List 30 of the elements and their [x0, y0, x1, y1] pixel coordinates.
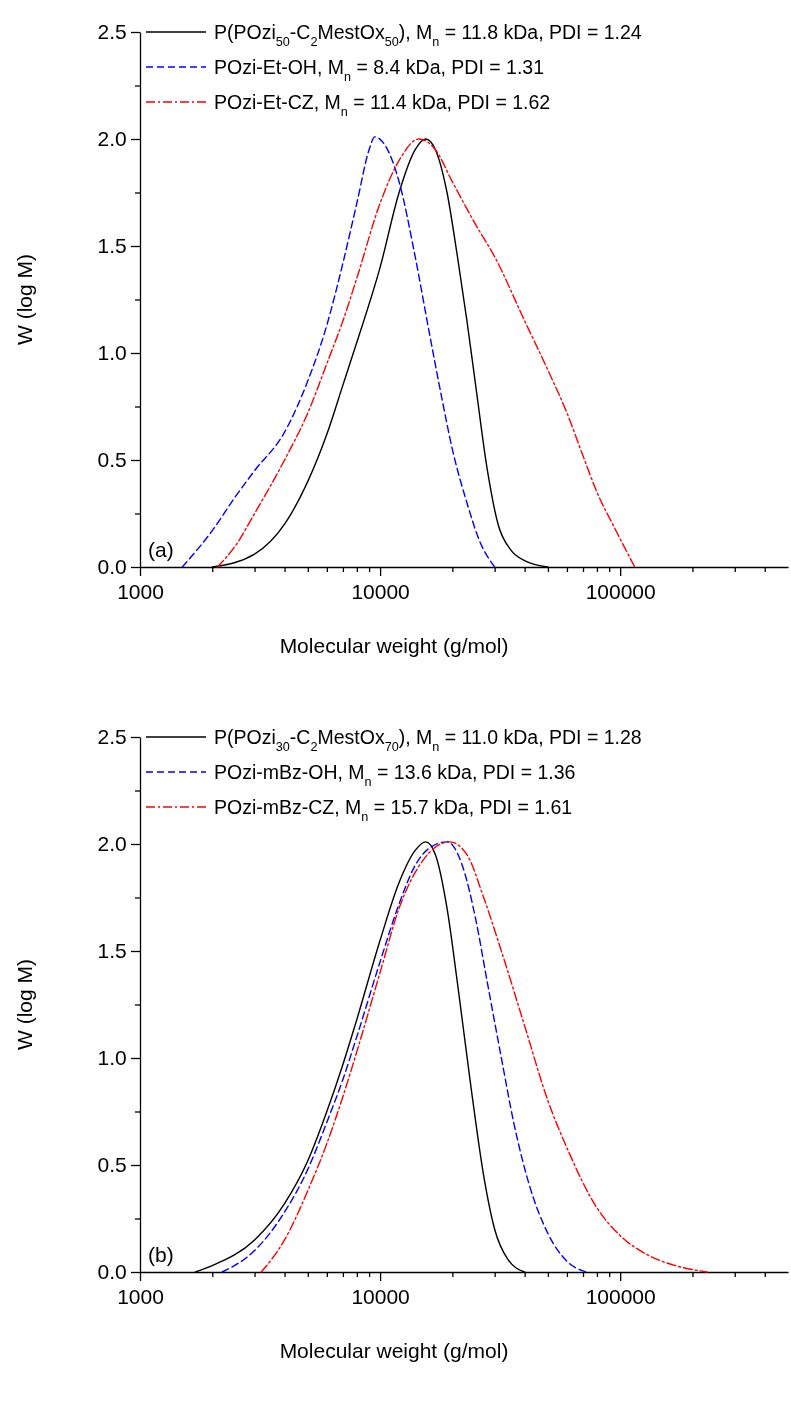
legend-label: POzi-mBz-CZ, M$_{n}$ = 15.7 kDa, PDI = 1.61: [214, 796, 573, 824]
y-tick-label: 1.0: [97, 1046, 127, 1070]
x-tick-label: 1000: [117, 580, 164, 604]
text: P(POzi$_{50}$-C$_{2}$MestOx$_{50}$), M$_{n}$ = 11.8 kDa, PDI = 1.24: [214, 21, 642, 49]
x-tick-label: 100000: [585, 1285, 656, 1309]
annotation: (b): [148, 1243, 174, 1266]
x-tick-label: 10000: [351, 580, 410, 604]
y-tick-label: 0.5: [97, 448, 127, 472]
y-tick-label: 0.0: [97, 555, 127, 579]
y-tick-label: 1.0: [97, 341, 127, 365]
y-tick-label: 2.0: [97, 127, 127, 151]
legend-label: POzi-Et-OH, M$_{n}$ = 8.4 kDa, PDI = 1.31: [214, 56, 544, 84]
annotation: (a): [148, 538, 174, 561]
x-tick-label: 100000: [585, 580, 656, 604]
legend-label: POzi-mBz-OH, M$_{n}$ = 13.6 kDa, PDI = 1.36: [214, 761, 576, 789]
y-tick-label: 0.0: [97, 1260, 127, 1284]
x-axis-title: Molecular weight (g/mol): [279, 634, 509, 657]
y-tick-label: 1.5: [97, 939, 127, 963]
legend-label: POzi-Et-CZ, M$_{n}$ = 11.4 kDa, PDI = 1.62: [214, 91, 551, 119]
x-tick-label: 10000: [351, 1285, 410, 1309]
y-axis-title: W (log M): [13, 254, 36, 345]
y-tick-label: 2.0: [97, 832, 127, 856]
y-tick-label: 1.5: [97, 234, 127, 258]
y-tick-label: 0.5: [97, 1153, 127, 1177]
x-axis-title: Molecular weight (g/mol): [279, 1339, 509, 1362]
y-axis-title: W (log M): [13, 959, 36, 1050]
y-tick-label: 2.5: [97, 725, 127, 749]
text: P(POzi$_{30}$-C$_{2}$MestOx$_{70}$), M$_{n}$ = 11.0 kDa, PDI = 1.28: [214, 726, 642, 754]
y-tick-label: 2.5: [97, 20, 127, 44]
x-tick-label: 1000: [117, 1285, 164, 1309]
